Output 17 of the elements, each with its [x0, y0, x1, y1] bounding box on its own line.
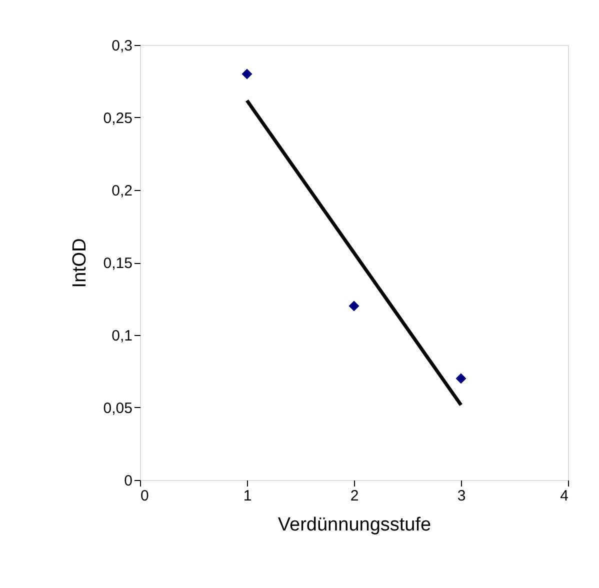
y-tick-label: 0,3	[112, 38, 132, 54]
x-tick-label: 4	[560, 488, 568, 504]
point	[242, 68, 252, 80]
x-tick-label: 3	[457, 488, 466, 504]
y-tick-label: 0,05	[103, 400, 132, 417]
y-tick-label: 0,1	[112, 328, 132, 344]
point	[456, 373, 466, 384]
y-tick-label: 0,25	[103, 110, 132, 127]
y-axis-title: IntOD	[69, 238, 90, 288]
y-tick-label: 0,2	[112, 182, 132, 200]
x-tick-label: 2	[350, 488, 359, 504]
y-tick-label: 0,15	[103, 255, 132, 272]
x-axis-title: Verdünnungsstufe	[278, 514, 432, 536]
x-tick-label: 1	[243, 488, 252, 504]
point	[348, 300, 360, 312]
y-tick-label: 0	[124, 472, 132, 490]
x-tick-label: 0	[140, 488, 149, 504]
